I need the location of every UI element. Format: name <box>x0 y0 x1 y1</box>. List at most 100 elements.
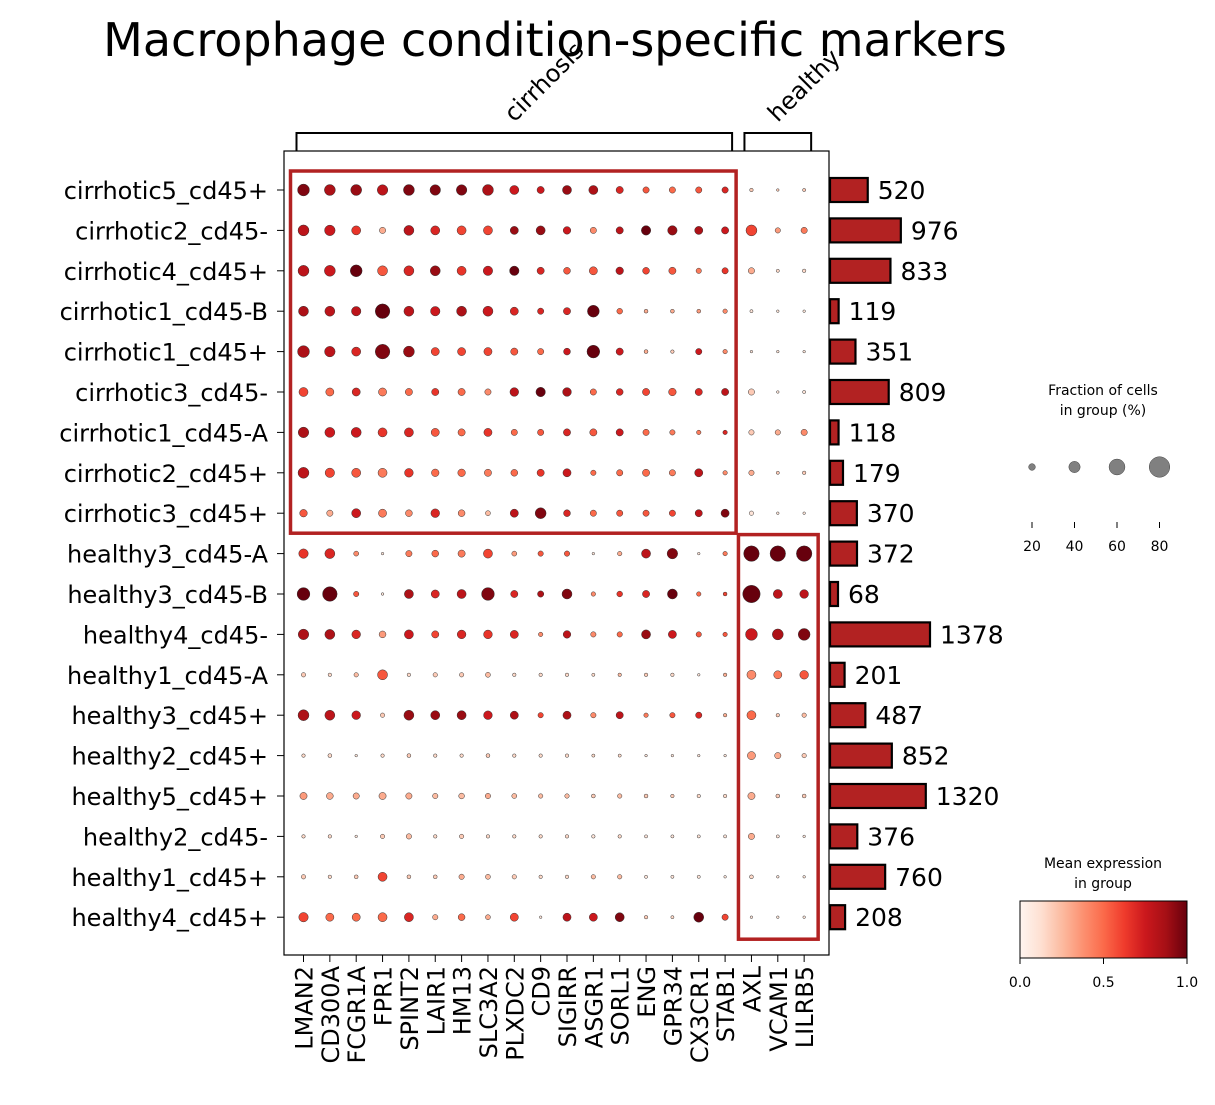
dot <box>670 915 675 920</box>
dot <box>776 390 780 394</box>
dot <box>380 712 386 718</box>
group-label: healthy2_cd45+ <box>71 743 268 771</box>
dot <box>695 267 702 274</box>
dot <box>591 672 596 677</box>
x-ticks <box>303 955 805 962</box>
dot <box>800 227 808 234</box>
group-label: cirrhotic2_cd45+ <box>64 460 268 488</box>
size-legend-dot <box>1028 463 1036 471</box>
dot <box>589 266 598 276</box>
count-label: 376 <box>867 822 915 851</box>
gene-label: STAB1 <box>712 966 740 1042</box>
dot <box>430 710 441 720</box>
dot <box>668 387 677 397</box>
dot <box>511 874 517 880</box>
dot <box>327 753 333 758</box>
dot <box>327 874 332 879</box>
dot <box>590 631 597 638</box>
group-label: cirrhotic5_cd45+ <box>64 177 268 205</box>
dot <box>670 834 675 839</box>
group-label: healthy3_cd45-B <box>67 581 268 609</box>
dot <box>668 630 677 639</box>
dot <box>642 267 650 275</box>
dot <box>512 672 517 677</box>
group-label: healthy1_cd45-A <box>67 662 269 690</box>
gene-label: FPR1 <box>370 966 398 1026</box>
dot <box>482 265 493 276</box>
dot <box>457 629 467 639</box>
dot <box>459 672 465 678</box>
count-bar <box>828 621 932 648</box>
dot <box>617 672 622 677</box>
dot <box>616 509 624 517</box>
dot <box>801 793 807 799</box>
dot <box>350 427 362 438</box>
dot <box>485 510 491 516</box>
dot <box>670 754 674 758</box>
dot <box>380 833 386 839</box>
dot <box>722 631 728 637</box>
dot <box>537 550 544 557</box>
count-label: 179 <box>853 459 901 488</box>
dot <box>352 792 360 800</box>
dot <box>749 309 754 314</box>
dot <box>696 591 702 597</box>
dot <box>456 305 467 317</box>
dot <box>537 307 545 315</box>
dot <box>693 911 704 923</box>
group-label: healthy5_cd45+ <box>71 783 268 811</box>
dot <box>802 470 807 475</box>
dot <box>696 874 701 879</box>
group-label: cirrhotic1_cd45-A <box>59 419 268 447</box>
count-bar <box>828 298 840 325</box>
dot <box>403 225 415 236</box>
dot <box>536 186 545 194</box>
dot <box>743 545 760 562</box>
count-label: 208 <box>855 903 903 932</box>
dot <box>564 834 570 839</box>
dot <box>722 429 728 435</box>
dot <box>485 874 491 880</box>
dot <box>745 628 758 641</box>
highlight-boxes <box>288 169 820 941</box>
size-legend-dot <box>1148 456 1171 478</box>
dot <box>723 754 727 758</box>
count-bar <box>828 500 858 527</box>
dot <box>802 834 806 838</box>
dot <box>589 388 597 396</box>
dot <box>748 469 755 476</box>
dot <box>324 305 336 317</box>
dot <box>378 387 387 397</box>
dot <box>615 711 624 720</box>
group-label: cirrhotic4_cd45+ <box>64 258 268 286</box>
dot <box>377 427 388 438</box>
color-legend-tick-label: 1.0 <box>1176 975 1198 991</box>
dot <box>429 184 441 196</box>
dot <box>377 468 388 478</box>
dot <box>299 509 308 518</box>
dot <box>776 188 780 192</box>
dot <box>297 628 310 640</box>
dot <box>509 265 520 276</box>
dot <box>378 508 387 518</box>
dot <box>776 875 780 879</box>
dot <box>539 915 543 919</box>
group-label: healthy3_cd45-A <box>67 541 269 569</box>
dot <box>325 912 335 922</box>
dot <box>485 672 491 678</box>
dot <box>774 429 781 436</box>
count-bar <box>828 863 887 890</box>
dot <box>564 753 570 758</box>
dot <box>351 508 361 518</box>
count-bar <box>828 176 869 204</box>
dot <box>642 468 650 477</box>
group-labels: cirrhotic5_cd45+ cirrhotic2_cd45- cirrhoti… <box>59 177 268 932</box>
dot <box>511 793 518 799</box>
dot <box>405 388 413 396</box>
dot <box>723 875 727 879</box>
dot <box>512 753 517 758</box>
dot <box>483 225 493 236</box>
dot <box>354 834 358 838</box>
dot <box>380 753 385 758</box>
count-label: 201 <box>855 661 903 690</box>
